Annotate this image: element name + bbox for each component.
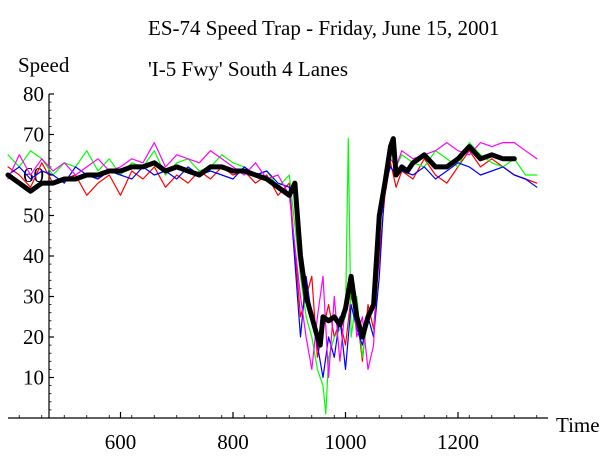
y-tick-label: 80 (23, 82, 44, 106)
y-tick-label: 30 (23, 285, 44, 309)
x-axis: 600 800 1000 1200 (8, 412, 548, 454)
chart-title: ES-74 Speed Trap - Friday, June 15, 2001 (148, 16, 500, 40)
series-line-1 (7, 150, 538, 362)
x-tick-label: 800 (217, 430, 249, 454)
series-line-5 (5, 136, 517, 348)
y-tick-label: 10 (23, 366, 44, 390)
x-tick-label: 1000 (325, 430, 367, 454)
y-tick-label: 40 (23, 244, 44, 268)
series-lines (5, 136, 538, 415)
y-axis-label: Speed (18, 53, 70, 77)
chart-subtitle: 'I-5 Fwy' South 4 Lanes (148, 57, 348, 81)
series-line-2 (7, 138, 538, 415)
y-tick-label: 20 (23, 325, 44, 349)
x-tick-label: 1200 (437, 430, 479, 454)
x-axis-label: Time (556, 413, 600, 437)
y-tick-label: 50 (23, 204, 44, 228)
x-tick-label: 600 (105, 430, 137, 454)
y-tick-label: 70 (23, 123, 44, 147)
